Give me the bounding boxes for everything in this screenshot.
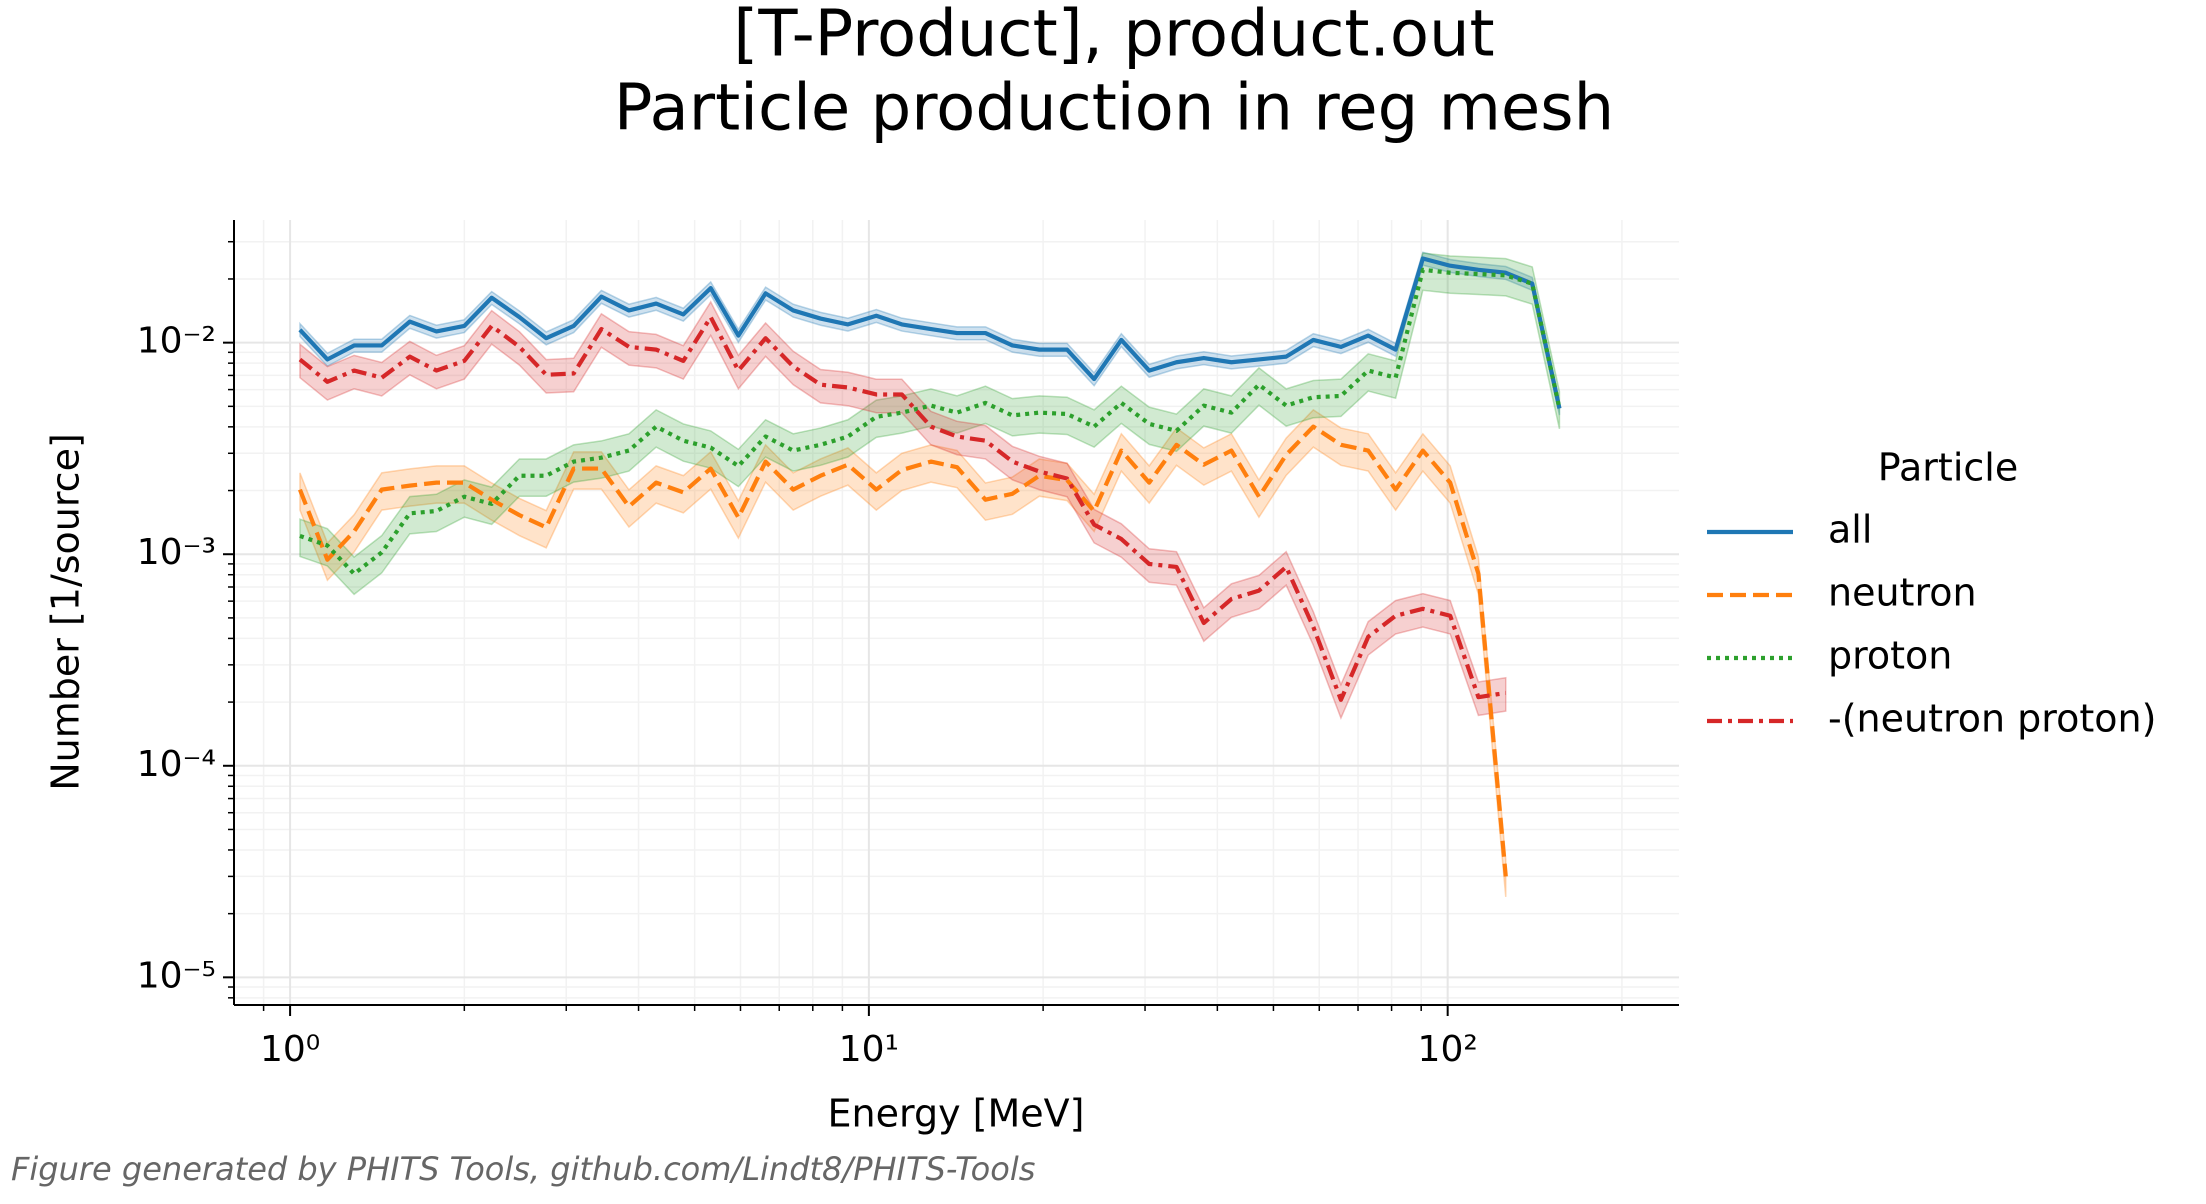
legend-label: neutron — [1828, 571, 1977, 615]
y-tick-label: 10⁻⁴ — [137, 744, 216, 785]
error-band — [299, 251, 1561, 416]
error-band — [299, 408, 1507, 897]
y-tick-label: 10⁻⁵ — [137, 955, 216, 996]
error-band — [299, 300, 1507, 721]
y-tick-label: 10⁻³ — [137, 532, 216, 573]
legend-label: -(neutron proton) — [1828, 697, 2156, 741]
x-tick-label: 10⁰ — [260, 1029, 320, 1070]
series-line — [298, 315, 1507, 702]
legend-title: Particle — [1878, 446, 2018, 490]
grid — [234, 220, 1679, 1005]
x-tick-label: 10¹ — [839, 1029, 899, 1070]
legend-label: all — [1828, 508, 1872, 552]
footer: Figure generated by PHITS Tools, github.… — [11, 1150, 1035, 1188]
legend-label: proton — [1828, 634, 1952, 678]
x-axis-label: Energy [MeV] — [828, 1092, 1085, 1136]
lines — [297, 256, 1562, 877]
chart-title: [T-Product], product.out — [733, 0, 1494, 72]
x-tick-label: 10² — [1418, 1029, 1478, 1070]
series-line — [298, 256, 1562, 409]
y-tick-label: 10⁻² — [137, 321, 216, 362]
error-band — [299, 252, 1561, 596]
chart-subtitle: Particle production in reg mesh — [614, 72, 1614, 146]
series-line — [299, 267, 1562, 576]
axes: 10⁰ 10¹ 10² 10⁻⁵ 10⁻⁴ 10⁻³ 10⁻² — [137, 220, 1679, 1070]
series-line — [297, 424, 1508, 877]
y-axis-label: Number [1/source] — [44, 433, 88, 791]
bands — [299, 251, 1561, 897]
